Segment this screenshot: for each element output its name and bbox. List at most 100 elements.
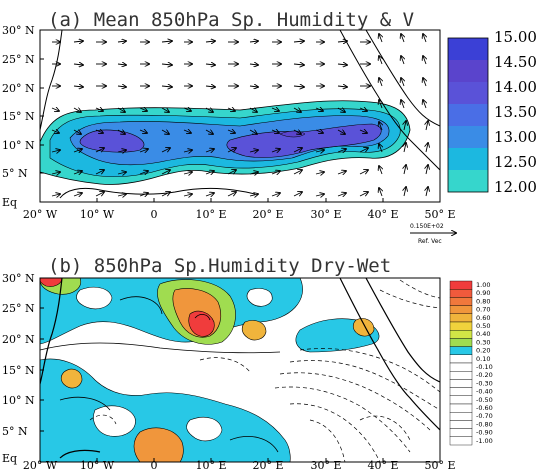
wind-vectors: [51, 34, 428, 197]
cb-b-swatch-0: [449, 280, 473, 290]
cb-a-level-5: 14.50: [494, 53, 537, 71]
wind-vector-67: [337, 108, 345, 112]
wind-vector-140: [359, 192, 368, 196]
panel-b-y-tick-5: 25° N: [2, 302, 35, 315]
anomaly-orange-2: [241, 320, 267, 341]
wind-vector-100: [271, 149, 280, 152]
wind-vector-78: [183, 130, 191, 133]
cb-b-level-4: 0.60: [476, 314, 490, 322]
cb-b-swatch-13: [449, 387, 473, 397]
cb-b-level-14: -0.50: [476, 396, 493, 404]
cb-b-level-9: 0.10: [476, 355, 490, 363]
wind-vector-74: [95, 130, 103, 133]
cb-b-swatch-7: [449, 338, 473, 347]
wind-vector-138: [315, 194, 324, 196]
panel-b-ticks: [39, 277, 441, 462]
wind-vector-31: [337, 64, 347, 65]
anomaly-orange-3: [352, 318, 375, 337]
cb-a-level-6: 15.00: [494, 28, 537, 46]
wind-vector-94: [139, 149, 148, 152]
cb-b-swatch-2: [449, 297, 473, 306]
wind-vector-106: [404, 143, 406, 153]
wind-vector-122: [359, 170, 368, 174]
cb-b-swatch-14: [449, 395, 473, 405]
panel-a-x-tick-4: 20° E: [252, 208, 283, 221]
cb-b-level-6: 0.40: [476, 330, 490, 338]
wind-vector-19: [73, 64, 83, 65]
wind-vector-111: [117, 172, 126, 174]
cb-b-level-11: -0.20: [476, 371, 493, 379]
wind-vector-131: [161, 192, 170, 196]
cb-b-swatch-18: [449, 428, 473, 438]
panel-a-x-tick-1: 10° W: [80, 208, 115, 221]
panel-a-x-tick-6: 40° E: [367, 208, 398, 221]
wind-vector-27: [249, 64, 258, 65]
cb-b-swatch-5: [449, 321, 473, 331]
panel-a-ticks: [39, 29, 441, 202]
wind-vector-133: [205, 193, 214, 196]
wind-vector-83: [293, 130, 301, 134]
wind-vector-124: [404, 165, 406, 175]
wind-vector-126: [51, 194, 60, 196]
wind-vector-43: [205, 86, 215, 87]
cb-b-level-13: -0.40: [476, 388, 493, 396]
wind-vector-120: [315, 172, 324, 174]
cb-b-level-1: 0.90: [476, 289, 490, 297]
wind-vector-82: [271, 130, 279, 133]
cb-b-swatch-8: [449, 346, 473, 356]
cb-b-swatch-16: [449, 412, 473, 421]
cb-b-level-19: -1.00: [476, 437, 493, 445]
wind-vector-92: [95, 148, 104, 152]
wind-vector-5: [161, 41, 172, 42]
wind-vector-102: [315, 150, 324, 152]
cb-b-swatch-11: [449, 371, 473, 380]
wind-vector-53: [423, 78, 426, 87]
wind-vector-139: [337, 193, 346, 196]
wind-vector-1: [73, 41, 83, 42]
wind-vector-23: [161, 64, 172, 65]
wind-vector-39: [117, 86, 126, 87]
wind-vector-41: [161, 86, 172, 87]
cb-b-level-16: -0.70: [476, 412, 493, 420]
wind-vector-68: [359, 108, 367, 111]
wind-vector-142: [404, 187, 406, 197]
panel-a-y-tick-1: 5° N: [2, 167, 28, 180]
cb-b-swatch-15: [449, 403, 473, 413]
wind-vector-37: [73, 86, 83, 87]
wind-vector-113: [161, 170, 170, 174]
cb-b-level-17: -0.80: [476, 420, 493, 428]
wind-vector-70: [401, 100, 404, 109]
ref-vector-label: Ref. Vec: [418, 238, 442, 245]
wind-vector-61: [205, 108, 213, 112]
wind-vector-80: [227, 130, 235, 133]
wind-vector-34: [401, 56, 404, 65]
panel-a-y-tick-2: 10° N: [2, 139, 35, 152]
wind-vector-123: [379, 166, 382, 175]
panel-a-y-tick-0: Eq: [2, 196, 17, 209]
wind-vector-104: [359, 148, 368, 152]
panel-b-y-tick-2: 10° N: [2, 394, 35, 407]
wind-vector-15: [379, 34, 382, 43]
panel-b-x-tick-7: 50° E: [424, 459, 455, 470]
humidity-band-13-5: [79, 129, 145, 153]
wind-vector-71: [423, 100, 426, 109]
wind-vector-110: [95, 170, 104, 174]
cb-b-swatch-4: [449, 313, 473, 323]
cb-b-level-10: -0.10: [476, 363, 493, 371]
wind-vector-84: [315, 130, 323, 133]
wind-vector-135: [249, 194, 258, 196]
panel-a-x-tick-3: 10° E: [195, 208, 226, 221]
wind-vector-97: [205, 149, 214, 152]
panel-b-x-tick-1: 10° W: [80, 459, 115, 470]
negative-contours: [89, 279, 440, 462]
cb-b-swatch-1: [449, 289, 473, 298]
wind-vector-11: [293, 41, 304, 42]
wind-vector-57: [117, 108, 125, 112]
wind-vector-91: [73, 149, 82, 152]
wind-vector-95: [161, 148, 170, 152]
wind-vector-101: [293, 148, 302, 152]
wind-vector-137: [293, 192, 302, 196]
cb-b-swatch-19: [449, 436, 473, 446]
panel-b-x-tick-3: 10° E: [195, 459, 226, 470]
